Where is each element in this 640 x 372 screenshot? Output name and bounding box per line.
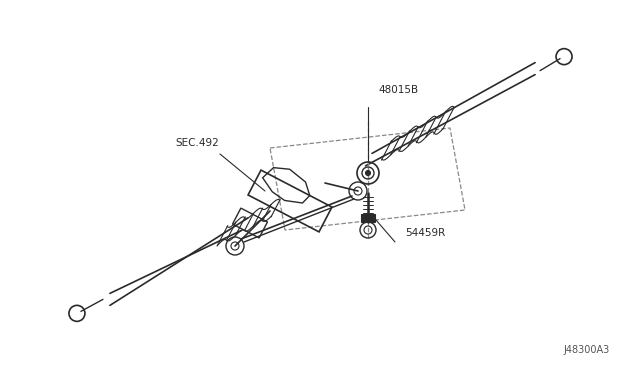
Polygon shape	[361, 214, 375, 222]
Text: 54459R: 54459R	[405, 228, 445, 238]
Text: 48015B: 48015B	[378, 85, 418, 95]
Text: SEC.492: SEC.492	[175, 138, 219, 148]
Text: J48300A3: J48300A3	[564, 345, 610, 355]
Circle shape	[365, 170, 371, 176]
